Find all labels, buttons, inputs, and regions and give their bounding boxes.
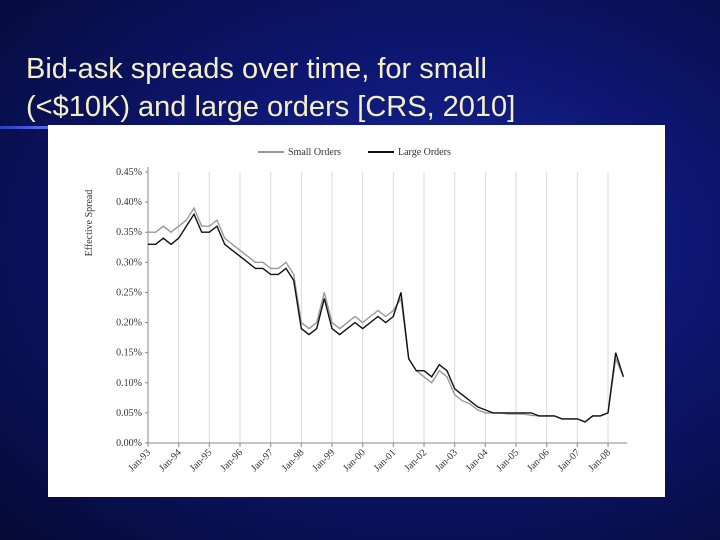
title-line: Bid-ask spreads over time, for small xyxy=(26,53,487,85)
y-tick-label: 0.40% xyxy=(116,197,142,208)
y-tick-label: 0.30% xyxy=(116,257,142,268)
chart-background xyxy=(48,125,665,497)
y-tick-label: 0.05% xyxy=(116,408,142,419)
legend-label: Large Orders xyxy=(398,147,451,158)
y-tick-label: 0.20% xyxy=(116,318,142,329)
y-tick-label: 0.45% xyxy=(116,167,142,178)
y-tick-label: 0.10% xyxy=(116,378,142,389)
chart: Effective Spread 0.00% 0.05% 0.10% 0.15% 0.2… xyxy=(48,125,665,497)
series-line xyxy=(148,212,625,423)
slide-title: Bid-ask spreads over time, for small (<$… xyxy=(26,50,515,126)
y-tick-label: 0.35% xyxy=(116,227,142,238)
y-tick-label: 0.00% xyxy=(116,438,142,449)
y-tick-label: 0.15% xyxy=(116,348,142,359)
title-line: (<$10K) and large orders [CRS, 2010] xyxy=(26,91,516,123)
legend-label: Small Orders xyxy=(288,147,341,158)
y-axis-label: Effective Spread xyxy=(84,190,95,257)
accent-bar xyxy=(0,126,60,129)
y-tick-label: 0.25% xyxy=(116,287,142,298)
